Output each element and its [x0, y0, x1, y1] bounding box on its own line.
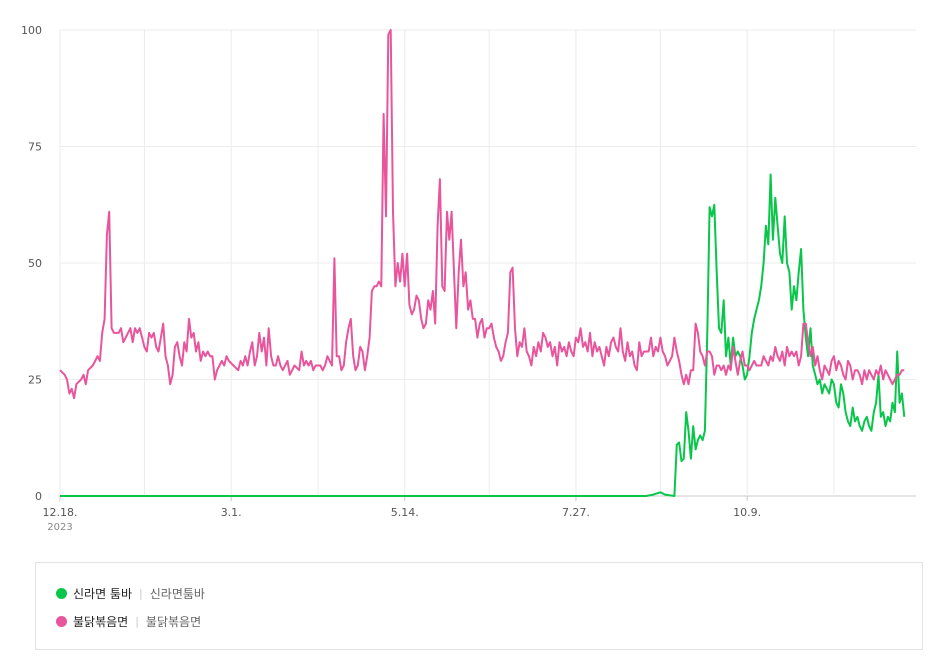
series-line-0	[60, 173, 906, 497]
x-tick-label: 3.1.	[221, 506, 242, 519]
line-chart: 0 25 50 75 100 12.18. 3.1. 5.14. 7.27. 10.9. 202…	[21, 24, 916, 533]
chart-series	[59, 29, 906, 497]
legend-label: 불닭볶음면	[73, 614, 129, 629]
y-tick-label: 75	[28, 141, 42, 154]
y-tick-label: 25	[28, 374, 42, 387]
x-axis-ticks: 12.18. 3.1. 5.14. 7.27. 10.9.	[43, 496, 761, 519]
legend: 신라면 툼바 | 신라면툼바 불닭볶음면 | 불닭볶음면	[35, 562, 923, 650]
legend-separator: |	[139, 586, 143, 600]
x-tick-label: 7.27.	[562, 506, 590, 519]
legend-dot-green	[56, 587, 67, 599]
x-tick-label: 10.9.	[733, 506, 761, 519]
series-line-1	[59, 29, 905, 400]
y-tick-label: 0	[35, 490, 42, 503]
legend-separator: |	[135, 614, 139, 628]
chart-grid	[59, 29, 916, 497]
legend-sublabel: 불닭볶음면	[145, 614, 202, 629]
x-tick-label: 12.18.	[43, 506, 78, 519]
y-axis-ticks: 0 25 50 75 100	[21, 24, 42, 503]
year-label: 2023	[47, 522, 72, 533]
legend-label: 신라면 툼바	[73, 586, 133, 601]
legend-sublabel: 신라면툼바	[149, 586, 205, 601]
y-tick-label: 100	[21, 24, 42, 37]
legend-item-1[interactable]: 불닭볶음면 | 불닭볶음면	[56, 611, 201, 631]
legend-dot-pink	[56, 615, 67, 627]
y-tick-label: 50	[28, 257, 42, 270]
legend-item-0[interactable]: 신라면 툼바 | 신라면툼바	[56, 583, 205, 603]
x-tick-label: 5.14.	[391, 506, 419, 519]
